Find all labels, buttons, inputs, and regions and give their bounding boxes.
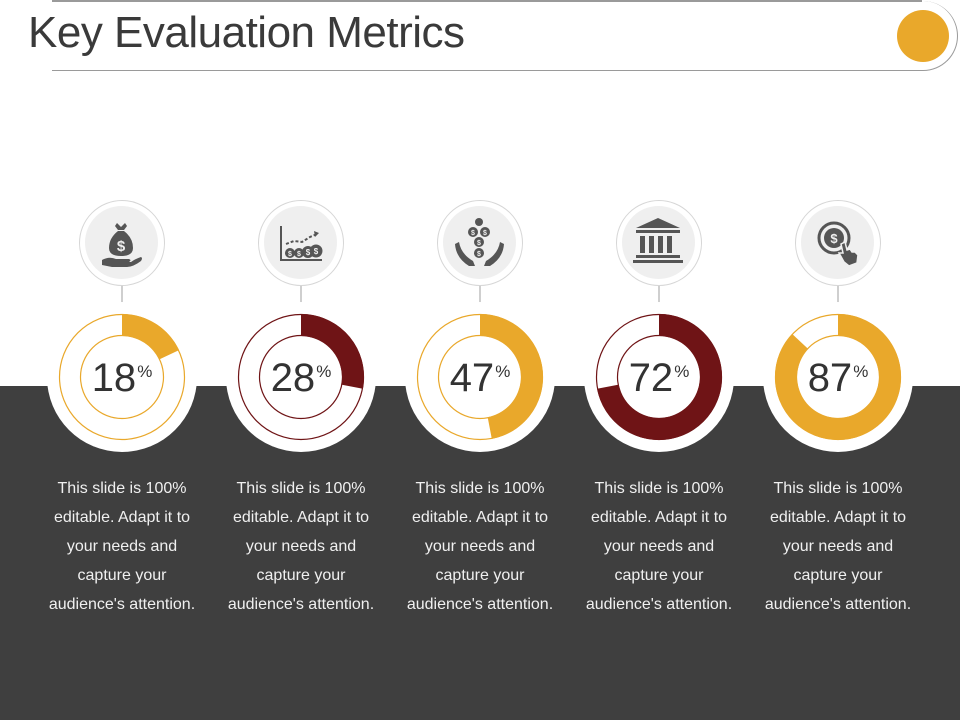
percent-sign: %	[137, 362, 153, 381]
donut-arc	[775, 314, 901, 440]
donut-chart	[416, 313, 544, 441]
money-growth-chart-icon: $ $ $ $	[280, 226, 323, 261]
percent-label: 47%	[390, 356, 570, 401]
percent-value: 72	[628, 356, 674, 400]
svg-text:$: $	[483, 230, 487, 237]
percent-label: 87%	[748, 356, 928, 401]
donut-chart	[58, 313, 186, 441]
coins-hands-icon: $ $ $ $	[455, 218, 504, 266]
metric-description: This slide is 100% editable. Adapt it to…	[227, 480, 375, 613]
icon-badge: $ $ $ $	[258, 200, 344, 286]
svg-text:$: $	[288, 251, 292, 258]
percent-value: 18	[91, 356, 137, 400]
percent-sign: %	[495, 362, 511, 381]
svg-text:$: $	[477, 251, 481, 258]
percent-label: 72%	[569, 356, 749, 401]
percent-label: 28%	[211, 356, 391, 401]
metric-card-3: $ $ $ $ 47% This slide is 100% editable.…	[390, 0, 570, 720]
metric-card-5: $ 87% This slide is 100% editable. Adapt…	[748, 0, 928, 720]
svg-text:$: $	[830, 231, 838, 246]
connector-line	[479, 286, 481, 316]
icon-badge	[616, 200, 702, 286]
percent-sign: %	[316, 362, 332, 381]
percent-label: 18%	[32, 356, 212, 401]
metric-card-4: 72% This slide is 100% editable. Adapt i…	[569, 0, 749, 720]
donut-arc	[301, 314, 364, 389]
icon-badge: $	[795, 200, 881, 286]
icon-badge: $ $ $ $	[437, 200, 523, 286]
svg-text:$: $	[117, 238, 126, 255]
metric-description: This slide is 100% editable. Adapt it to…	[764, 480, 912, 613]
page-title: Key Evaluation Metrics	[28, 8, 465, 57]
donut-arc	[597, 314, 722, 440]
connector-line	[837, 286, 839, 316]
donut-chart	[774, 313, 902, 441]
connector-line	[658, 286, 660, 316]
svg-text:$: $	[477, 240, 481, 247]
title-frame	[52, 0, 958, 71]
svg-text:$: $	[297, 251, 301, 258]
money-bag-hand-icon: $	[102, 223, 142, 267]
metric-card-1: $ 18% This slide is 100% editable. Adapt…	[32, 0, 212, 720]
donut-arc	[480, 314, 543, 439]
bank-building-icon	[633, 218, 683, 263]
donut-chart	[595, 313, 723, 441]
percent-sign: %	[674, 362, 690, 381]
title-accent-dot	[897, 10, 949, 62]
svg-text:$: $	[306, 248, 311, 257]
metric-card-2: $ $ $ $ 28% This slide is 100% editable.…	[211, 0, 391, 720]
icon-badge: $	[79, 200, 165, 286]
svg-text:$: $	[471, 230, 475, 237]
connector-line	[300, 286, 302, 316]
percent-value: 28	[270, 356, 316, 400]
metric-description: This slide is 100% editable. Adapt it to…	[48, 480, 196, 613]
donut-chart	[237, 313, 365, 441]
metric-description: This slide is 100% editable. Adapt it to…	[585, 480, 733, 613]
connector-line	[121, 286, 123, 316]
percent-value: 87	[807, 356, 853, 400]
percent-value: 47	[449, 356, 495, 400]
svg-text:$: $	[314, 247, 319, 256]
percent-sign: %	[853, 362, 869, 381]
donut-arc	[122, 314, 180, 360]
metric-description: This slide is 100% editable. Adapt it to…	[406, 480, 554, 613]
coin-click-icon: $	[817, 221, 859, 267]
